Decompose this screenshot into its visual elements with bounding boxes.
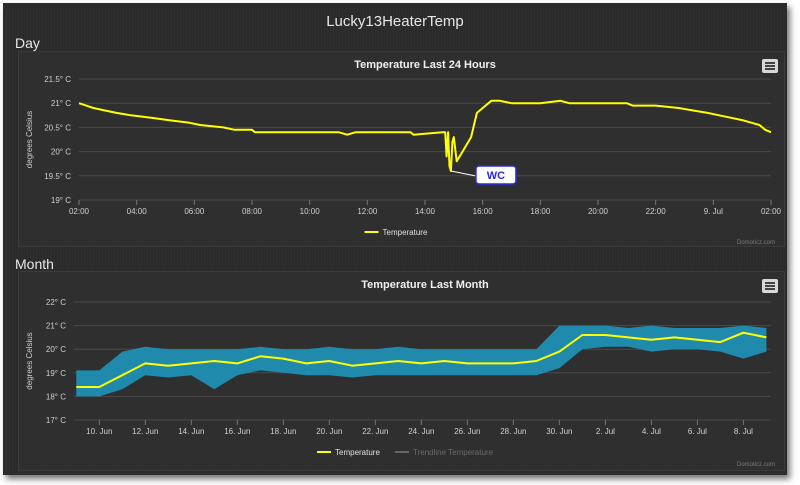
- x-tick-label: 20. Jun: [316, 427, 342, 436]
- x-tick-label: 26. Jun: [454, 427, 480, 436]
- month-chart-panel: Temperature Last Month degrees Celsius 17°…: [18, 271, 785, 471]
- dashboard-frame: Lucky13HeaterTemp Day Temperature Last 2…: [3, 3, 787, 475]
- y-tick-label: 20° C: [51, 148, 71, 157]
- x-tick-label: 08:00: [242, 207, 263, 216]
- y-axis-label: degrees Celsius: [25, 332, 34, 389]
- y-tick-label: 22° C: [46, 298, 66, 307]
- x-tick-label: 9. Jul: [704, 207, 723, 216]
- annotation-box: [475, 165, 517, 185]
- x-tick-label: 30. Jun: [546, 427, 572, 436]
- x-tick-label: 18. Jun: [270, 427, 296, 436]
- x-tick-label: 02:00: [761, 207, 782, 216]
- section-label-day: Day: [15, 35, 40, 51]
- y-tick-label: 17° C: [46, 416, 66, 425]
- x-tick-label: 14. Jun: [178, 427, 204, 436]
- annotation-label: WC: [487, 170, 505, 182]
- x-tick-label: 20:00: [588, 207, 609, 216]
- x-tick-label: 8. Jul: [734, 427, 753, 436]
- y-tick-label: 21.5° C: [44, 75, 71, 84]
- y-tick-label: 18° C: [46, 392, 66, 401]
- x-tick-label: 06:00: [184, 207, 205, 216]
- x-tick-label: 22. Jun: [362, 427, 388, 436]
- y-tick-label: 21° C: [51, 99, 71, 108]
- x-tick-label: 14:00: [415, 207, 436, 216]
- y-tick-label: 20.5° C: [44, 123, 71, 132]
- month-temperature-chart: Temperature Last Month degrees Celsius 17°…: [25, 279, 775, 468]
- x-tick-label: 2. Jul: [596, 427, 615, 436]
- x-tick-label: 18:00: [530, 207, 551, 216]
- chart-credit: Domoticz.com: [737, 462, 775, 468]
- x-tick-label: 28. Jun: [500, 427, 526, 436]
- annotation-pointer: [450, 170, 477, 177]
- series-line-temperature: [76, 331, 767, 388]
- chart-title: Temperature Last Month: [361, 279, 489, 291]
- chart-credit: Domoticz.com: [737, 240, 775, 246]
- page-title: Lucky13HeaterTemp: [326, 13, 464, 30]
- x-tick-label: 16. Jun: [224, 427, 250, 436]
- x-tick-label: 22:00: [646, 207, 667, 216]
- y-tick-label: 19° C: [46, 369, 66, 378]
- section-label-month: Month: [15, 256, 54, 272]
- day-temperature-chart: Temperature Last 24 Hours degrees Celsius…: [25, 59, 782, 246]
- legend-item: Temperature: [335, 448, 380, 457]
- x-tick-label: 16:00: [473, 207, 494, 216]
- y-tick-label: 21° C: [46, 322, 66, 331]
- x-tick-label: 6. Jul: [688, 427, 707, 436]
- range-band: [76, 325, 767, 397]
- chart-title: Temperature Last 24 Hours: [354, 59, 496, 71]
- day-chart-panel: Temperature Last 24 Hours degrees Celsius…: [18, 51, 785, 247]
- x-tick-label: 10:00: [300, 207, 321, 216]
- legend-item: Temperature: [383, 228, 428, 237]
- x-tick-label: 04:00: [127, 207, 148, 216]
- y-tick-label: 19.5° C: [44, 172, 71, 181]
- month-chart-menu-icon[interactable]: [762, 279, 778, 293]
- y-tick-label: 20° C: [46, 345, 66, 354]
- legend-item: Trendline Temperature: [413, 448, 494, 457]
- series-line-temperature: [78, 99, 772, 172]
- x-tick-label: 10. Jun: [86, 427, 112, 436]
- x-tick-label: 4. Jul: [642, 427, 661, 436]
- day-chart-menu-icon[interactable]: [762, 59, 778, 73]
- y-tick-label: 19° C: [51, 196, 71, 205]
- x-tick-label: 12:00: [357, 207, 378, 216]
- x-tick-label: 02:00: [69, 207, 90, 216]
- x-tick-label: 24. Jun: [408, 427, 434, 436]
- x-tick-label: 12. Jun: [132, 427, 158, 436]
- y-axis-label: degrees Celsius: [25, 111, 34, 168]
